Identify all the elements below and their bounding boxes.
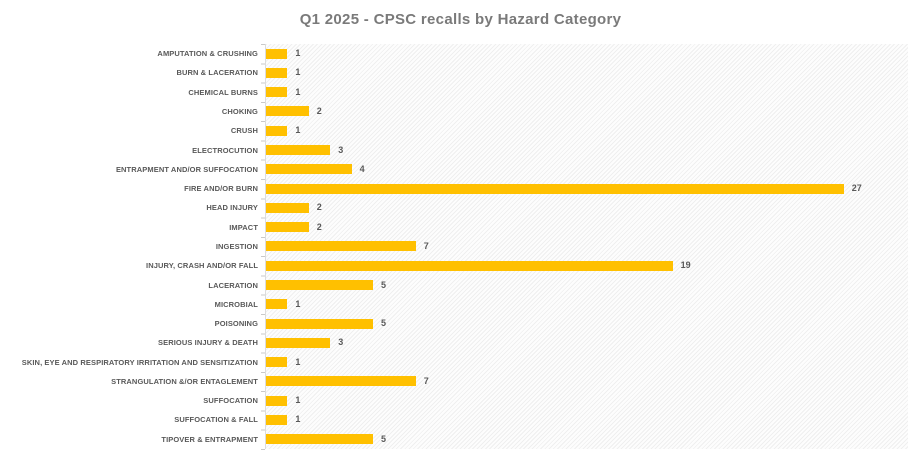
category-label: POISONING bbox=[214, 319, 258, 329]
category-label: CHEMICAL BURNS bbox=[188, 87, 258, 97]
value-label: 27 bbox=[851, 183, 862, 194]
bar-row: 1 bbox=[266, 353, 908, 372]
bar bbox=[266, 376, 416, 387]
bar-row: 1 bbox=[266, 63, 908, 82]
bar bbox=[266, 260, 673, 271]
value-label: 7 bbox=[423, 240, 429, 251]
value-label: 1 bbox=[295, 125, 301, 136]
bar bbox=[266, 202, 309, 213]
value-label: 5 bbox=[381, 279, 387, 290]
bar-row: 1 bbox=[266, 295, 908, 314]
value-label: 1 bbox=[295, 86, 301, 97]
category-axis-ticks bbox=[261, 44, 265, 450]
bar-row: 1 bbox=[266, 391, 908, 410]
bar bbox=[266, 183, 844, 194]
bar-row: 7 bbox=[266, 237, 908, 256]
category-label: HEAD INJURY bbox=[206, 203, 258, 213]
bar bbox=[266, 87, 288, 98]
bar-row: 1 bbox=[266, 44, 908, 63]
category-label: BURN & LACERATION bbox=[176, 68, 258, 78]
bar-row: 5 bbox=[266, 430, 908, 449]
bar-row: 5 bbox=[266, 314, 908, 333]
bar-row: 2 bbox=[266, 102, 908, 121]
value-label: 1 bbox=[295, 48, 301, 59]
bar-row: 2 bbox=[266, 198, 908, 217]
bar bbox=[266, 318, 373, 329]
bar bbox=[266, 125, 288, 136]
bar-row: 1 bbox=[266, 121, 908, 140]
bar-row: 27 bbox=[266, 179, 908, 198]
category-label: INGESTION bbox=[215, 241, 258, 251]
category-axis-labels: AMPUTATION & CRUSHING BURN & LACERATION CH… bbox=[0, 44, 258, 449]
value-label: 19 bbox=[680, 260, 691, 271]
bar bbox=[266, 395, 288, 406]
category-label: SUFFOCATION bbox=[203, 396, 258, 406]
category-label: MICROBIAL bbox=[214, 299, 258, 309]
bar-row: 5 bbox=[266, 275, 908, 294]
category-label: ELECTROCUTION bbox=[192, 145, 258, 155]
value-label: 1 bbox=[295, 67, 301, 78]
value-label: 3 bbox=[338, 144, 344, 155]
category-label: ENTRAPMENT AND/OR SUFFOCATION bbox=[115, 164, 258, 174]
value-label: 1 bbox=[295, 356, 301, 367]
category-label: SERIOUS INJURY & DEATH bbox=[158, 338, 258, 348]
value-label: 3 bbox=[338, 337, 344, 348]
category-label: CRUSH bbox=[230, 126, 258, 136]
bar bbox=[266, 222, 309, 233]
value-label: 2 bbox=[316, 221, 322, 232]
bar-row: 4 bbox=[266, 160, 908, 179]
category-label: INJURY, CRASH AND/OR FALL bbox=[146, 261, 258, 271]
category-label: SUFFOCATION & FALL bbox=[174, 415, 258, 425]
bar bbox=[266, 414, 288, 425]
bar bbox=[266, 241, 416, 252]
value-label: 5 bbox=[381, 318, 387, 329]
value-label: 2 bbox=[316, 202, 322, 213]
bar bbox=[266, 337, 331, 348]
bar-row: 2 bbox=[266, 218, 908, 237]
category-label: TIPOVER & ENTRAPMENT bbox=[161, 434, 258, 444]
value-label: 1 bbox=[295, 395, 301, 406]
plot-area: 1 1 1 2 1 3 4 27 2 2 7 19 5 1 5 3 1 7 1 1 5 bbox=[265, 44, 908, 449]
category-label: AMPUTATION & CRUSHING bbox=[157, 49, 258, 59]
category-label: CHOKING bbox=[221, 106, 258, 116]
value-label: 7 bbox=[423, 375, 429, 386]
plot-rows: 1 1 1 2 1 3 4 27 2 2 7 19 5 1 5 3 1 7 1 1 5 bbox=[266, 44, 908, 449]
bar-row: 1 bbox=[266, 410, 908, 429]
bar bbox=[266, 164, 352, 175]
bar-row: 7 bbox=[266, 372, 908, 391]
category-label: IMPACT bbox=[229, 222, 258, 232]
chart-title: Q1 2025 - CPSC recalls by Hazard Categor… bbox=[299, 11, 622, 28]
category-label: LACERATION bbox=[208, 280, 258, 290]
bar bbox=[266, 299, 288, 310]
value-label: 4 bbox=[359, 163, 365, 174]
value-label: 5 bbox=[381, 433, 387, 444]
category-label: FIRE AND/OR BURN bbox=[184, 184, 258, 194]
bar-row: 19 bbox=[266, 256, 908, 275]
bar-row: 3 bbox=[266, 333, 908, 352]
bar-row: 1 bbox=[266, 83, 908, 102]
value-label: 2 bbox=[316, 105, 322, 116]
bar-row: 3 bbox=[266, 140, 908, 159]
bar bbox=[266, 106, 309, 117]
bar bbox=[266, 48, 288, 59]
bar bbox=[266, 280, 373, 291]
bar bbox=[266, 434, 373, 445]
bar bbox=[266, 357, 288, 368]
value-label: 1 bbox=[295, 414, 301, 425]
value-label: 1 bbox=[295, 298, 301, 309]
bar bbox=[266, 67, 288, 78]
category-label: SKIN, EYE AND RESPIRATORY IRRITATION AND… bbox=[21, 357, 258, 367]
bar bbox=[266, 145, 331, 156]
category-label: STRANGULATION &/OR ENTAGLEMENT bbox=[111, 376, 258, 386]
